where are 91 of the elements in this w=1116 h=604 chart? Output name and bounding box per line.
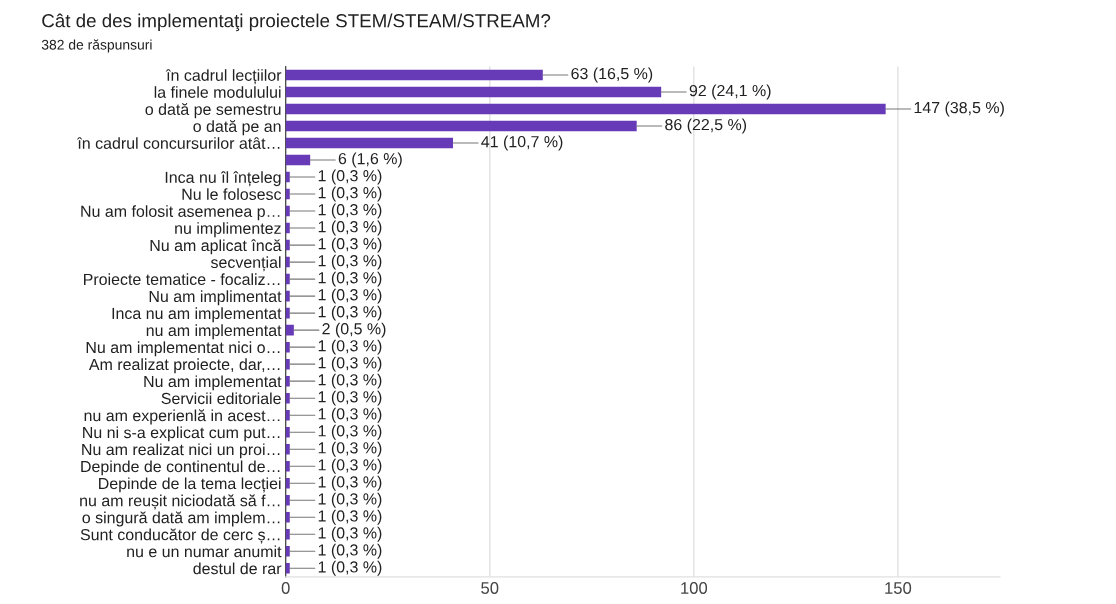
bar [285, 69, 543, 81]
y-tick-label: o dată pe semestru [145, 103, 281, 119]
bar [285, 477, 290, 489]
y-tick-label: în cadrul concursurilor atât… [77, 137, 280, 149]
bar [285, 307, 290, 319]
data-label: 63 (16,5 %) [571, 67, 653, 83]
bar [285, 529, 290, 540]
bar [285, 494, 290, 506]
y-tick-label: Nu am aplicat încă [150, 239, 282, 255]
data-label: 1 (0,3 %) [318, 305, 382, 321]
bar [285, 443, 290, 455]
y-tick-label: Depinde de continentul de… [81, 460, 280, 476]
y-tick-label: Nu am folosit asemenea p… [81, 205, 280, 221]
bar [285, 358, 290, 370]
bar [285, 460, 290, 472]
bar [285, 392, 290, 404]
y-tick-label: nu am implementat [146, 324, 282, 340]
data-label: 1 (0,3 %) [318, 560, 382, 576]
data-label: 1 (0,3 %) [318, 203, 382, 219]
bar [285, 154, 311, 166]
data-label: 1 (0,3 %) [318, 492, 382, 508]
bar [285, 426, 290, 438]
data-label: 2 (0,5 %) [322, 322, 386, 338]
y-tick-label: Nu ni s-a explicat cum put… [83, 426, 280, 442]
bar [285, 239, 290, 251]
data-label: 1 (0,3 %) [318, 271, 382, 287]
bar [285, 324, 294, 336]
bar [285, 103, 886, 115]
y-tick-label: Sunt conducător de cerc ș… [80, 528, 280, 544]
y-tick-label: nu implimentez [175, 222, 281, 238]
y-tick-label: Depinde de la tema lecției [99, 477, 281, 493]
bar [285, 375, 290, 387]
data-label: 1 (0,3 %) [318, 441, 382, 457]
y-tick-label: nu am experienlă in acest… [84, 409, 280, 425]
y-tick-label: destul de rar [193, 562, 282, 575]
y-tick-label: Am realizat proiecte, dar,… [88, 358, 280, 374]
y-tick-label: Nu am realizat nici un proi… [82, 443, 280, 459]
y-tick-label: nu am reușit niciodată să f… [80, 494, 280, 510]
data-label: 1 (0,3 %) [318, 543, 382, 559]
y-tick-label: nu e un numar anumit [127, 545, 282, 558]
data-label: 1 (0,3 %) [318, 407, 382, 423]
bar [285, 256, 290, 268]
y-tick-label: o dată pe an [193, 120, 281, 136]
y-tick-label: Nu le folosesc [182, 188, 282, 200]
bar [285, 137, 454, 149]
y-tick-label: Nu am implementat nici o… [86, 341, 280, 357]
x-tick-label: 150 [885, 582, 912, 594]
y-tick-label: în cadrul lecțiilor [165, 69, 282, 85]
data-label: 1 (0,3 %) [318, 169, 382, 185]
data-label: 147 (38,5 %) [914, 101, 1004, 117]
bar [285, 563, 290, 574]
data-label: 1 (0,3 %) [318, 509, 382, 525]
y-tick-label: Inca nu am implementat [112, 307, 282, 323]
data-label: 1 (0,3 %) [318, 356, 382, 372]
x-tick-label: 50 [481, 582, 499, 594]
bar [285, 341, 290, 353]
data-label: 41 (10,7 %) [481, 135, 563, 151]
x-tick-label: 0 [281, 582, 290, 594]
data-label: 1 (0,3 %) [318, 220, 382, 236]
y-tick-label: Inca nu îl înțeleg [165, 171, 281, 187]
data-label: 1 (0,3 %) [318, 475, 382, 491]
bar [285, 120, 637, 132]
data-label: 92 (24,1 %) [689, 84, 771, 100]
data-label: 86 (22,5 %) [665, 118, 747, 134]
data-label: 1 (0,3 %) [318, 373, 382, 389]
data-label: 1 (0,3 %) [318, 288, 382, 304]
y-tick-label: Proiecte tematice - focaliz… [84, 273, 280, 286]
bar [285, 290, 290, 302]
data-label: 1 (0,3 %) [318, 424, 382, 440]
bar [285, 546, 290, 557]
data-label: 1 (0,3 %) [318, 526, 382, 542]
data-label: 1 (0,3 %) [318, 390, 382, 406]
bar [285, 86, 662, 98]
y-tick-label: o singură dată am implem… [82, 511, 280, 527]
y-tick-label: Nu am implementat [144, 375, 282, 391]
y-tick-label: secvențial [210, 256, 281, 272]
bar [285, 512, 290, 523]
data-label: 1 (0,3 %) [318, 186, 382, 202]
bar [285, 409, 290, 421]
data-label: 1 (0,3 %) [318, 254, 382, 270]
data-label: 6 (1,6 %) [338, 152, 402, 168]
bar [285, 273, 290, 285]
y-tick-label: la finele modulului [154, 86, 281, 98]
data-label: 1 (0,3 %) [318, 339, 382, 355]
x-tick-label: 100 [681, 582, 708, 594]
data-label: 1 (0,3 %) [318, 237, 382, 253]
y-tick-label: Servicii editoriale [161, 392, 281, 405]
y-tick-label: Nu am implimentat [149, 290, 282, 306]
chart-title: Cât de des implementaţi proiectele STEM/STEAM/STREAM? [42, 13, 551, 32]
text: 382 de răspunsuri [41, 39, 152, 53]
data-label: 1 (0,3 %) [318, 458, 382, 474]
